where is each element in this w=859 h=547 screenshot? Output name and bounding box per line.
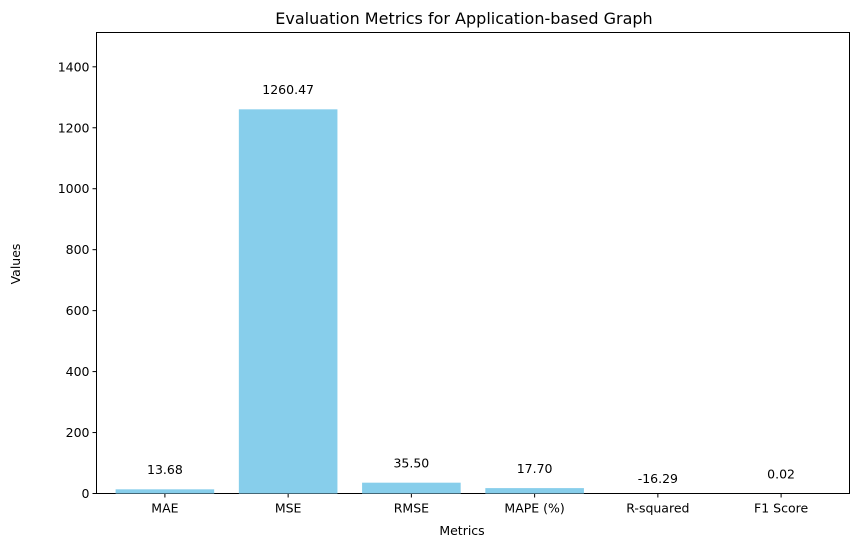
bar-value-label: 17.70: [517, 461, 553, 476]
x-tick-label: MAE: [151, 501, 178, 516]
y-axis: 0 200 400 600 800 1000 1200 1400: [58, 59, 97, 501]
x-tick-label: R-squared: [626, 501, 689, 516]
bar-value-label: -16.29: [638, 471, 678, 486]
bar-value-label: 0.02: [767, 466, 795, 481]
bar-series: [115, 109, 831, 494]
bar-value-label: 1260.47: [262, 82, 314, 97]
x-axis-label: Metrics: [439, 523, 484, 538]
x-tick-label: MSE: [275, 501, 302, 516]
plot-area-frame: [96, 32, 850, 494]
chart-title: Evaluation Metrics for Application-based…: [275, 9, 652, 28]
y-tick-label: 1000: [58, 181, 90, 196]
x-axis: MAE MSE RMSE MAPE (%) R-squared F1 Score: [151, 493, 808, 516]
y-tick-label: 1400: [58, 59, 90, 74]
x-tick-label: F1 Score: [754, 501, 808, 516]
x-tick-label: MAPE (%): [504, 501, 564, 516]
bar: [362, 482, 461, 494]
y-tick-label: 600: [66, 303, 90, 318]
x-tick-label: RMSE: [394, 501, 429, 516]
y-axis-label: Values: [8, 244, 23, 285]
bar-value-label: 35.50: [393, 455, 429, 470]
y-tick-label: 400: [66, 364, 90, 379]
bar-value-label: 13.68: [147, 462, 183, 477]
bar: [238, 109, 338, 494]
y-tick-label: 200: [66, 425, 90, 440]
y-tick-label: 1200: [58, 120, 90, 135]
y-tick-label: 800: [66, 242, 90, 257]
y-tick-label: 0: [82, 486, 90, 501]
bar: [485, 488, 584, 494]
bar: [115, 489, 215, 494]
data-labels: 13.68 1260.47 35.50 17.70 -16.29 0.02: [147, 82, 795, 486]
